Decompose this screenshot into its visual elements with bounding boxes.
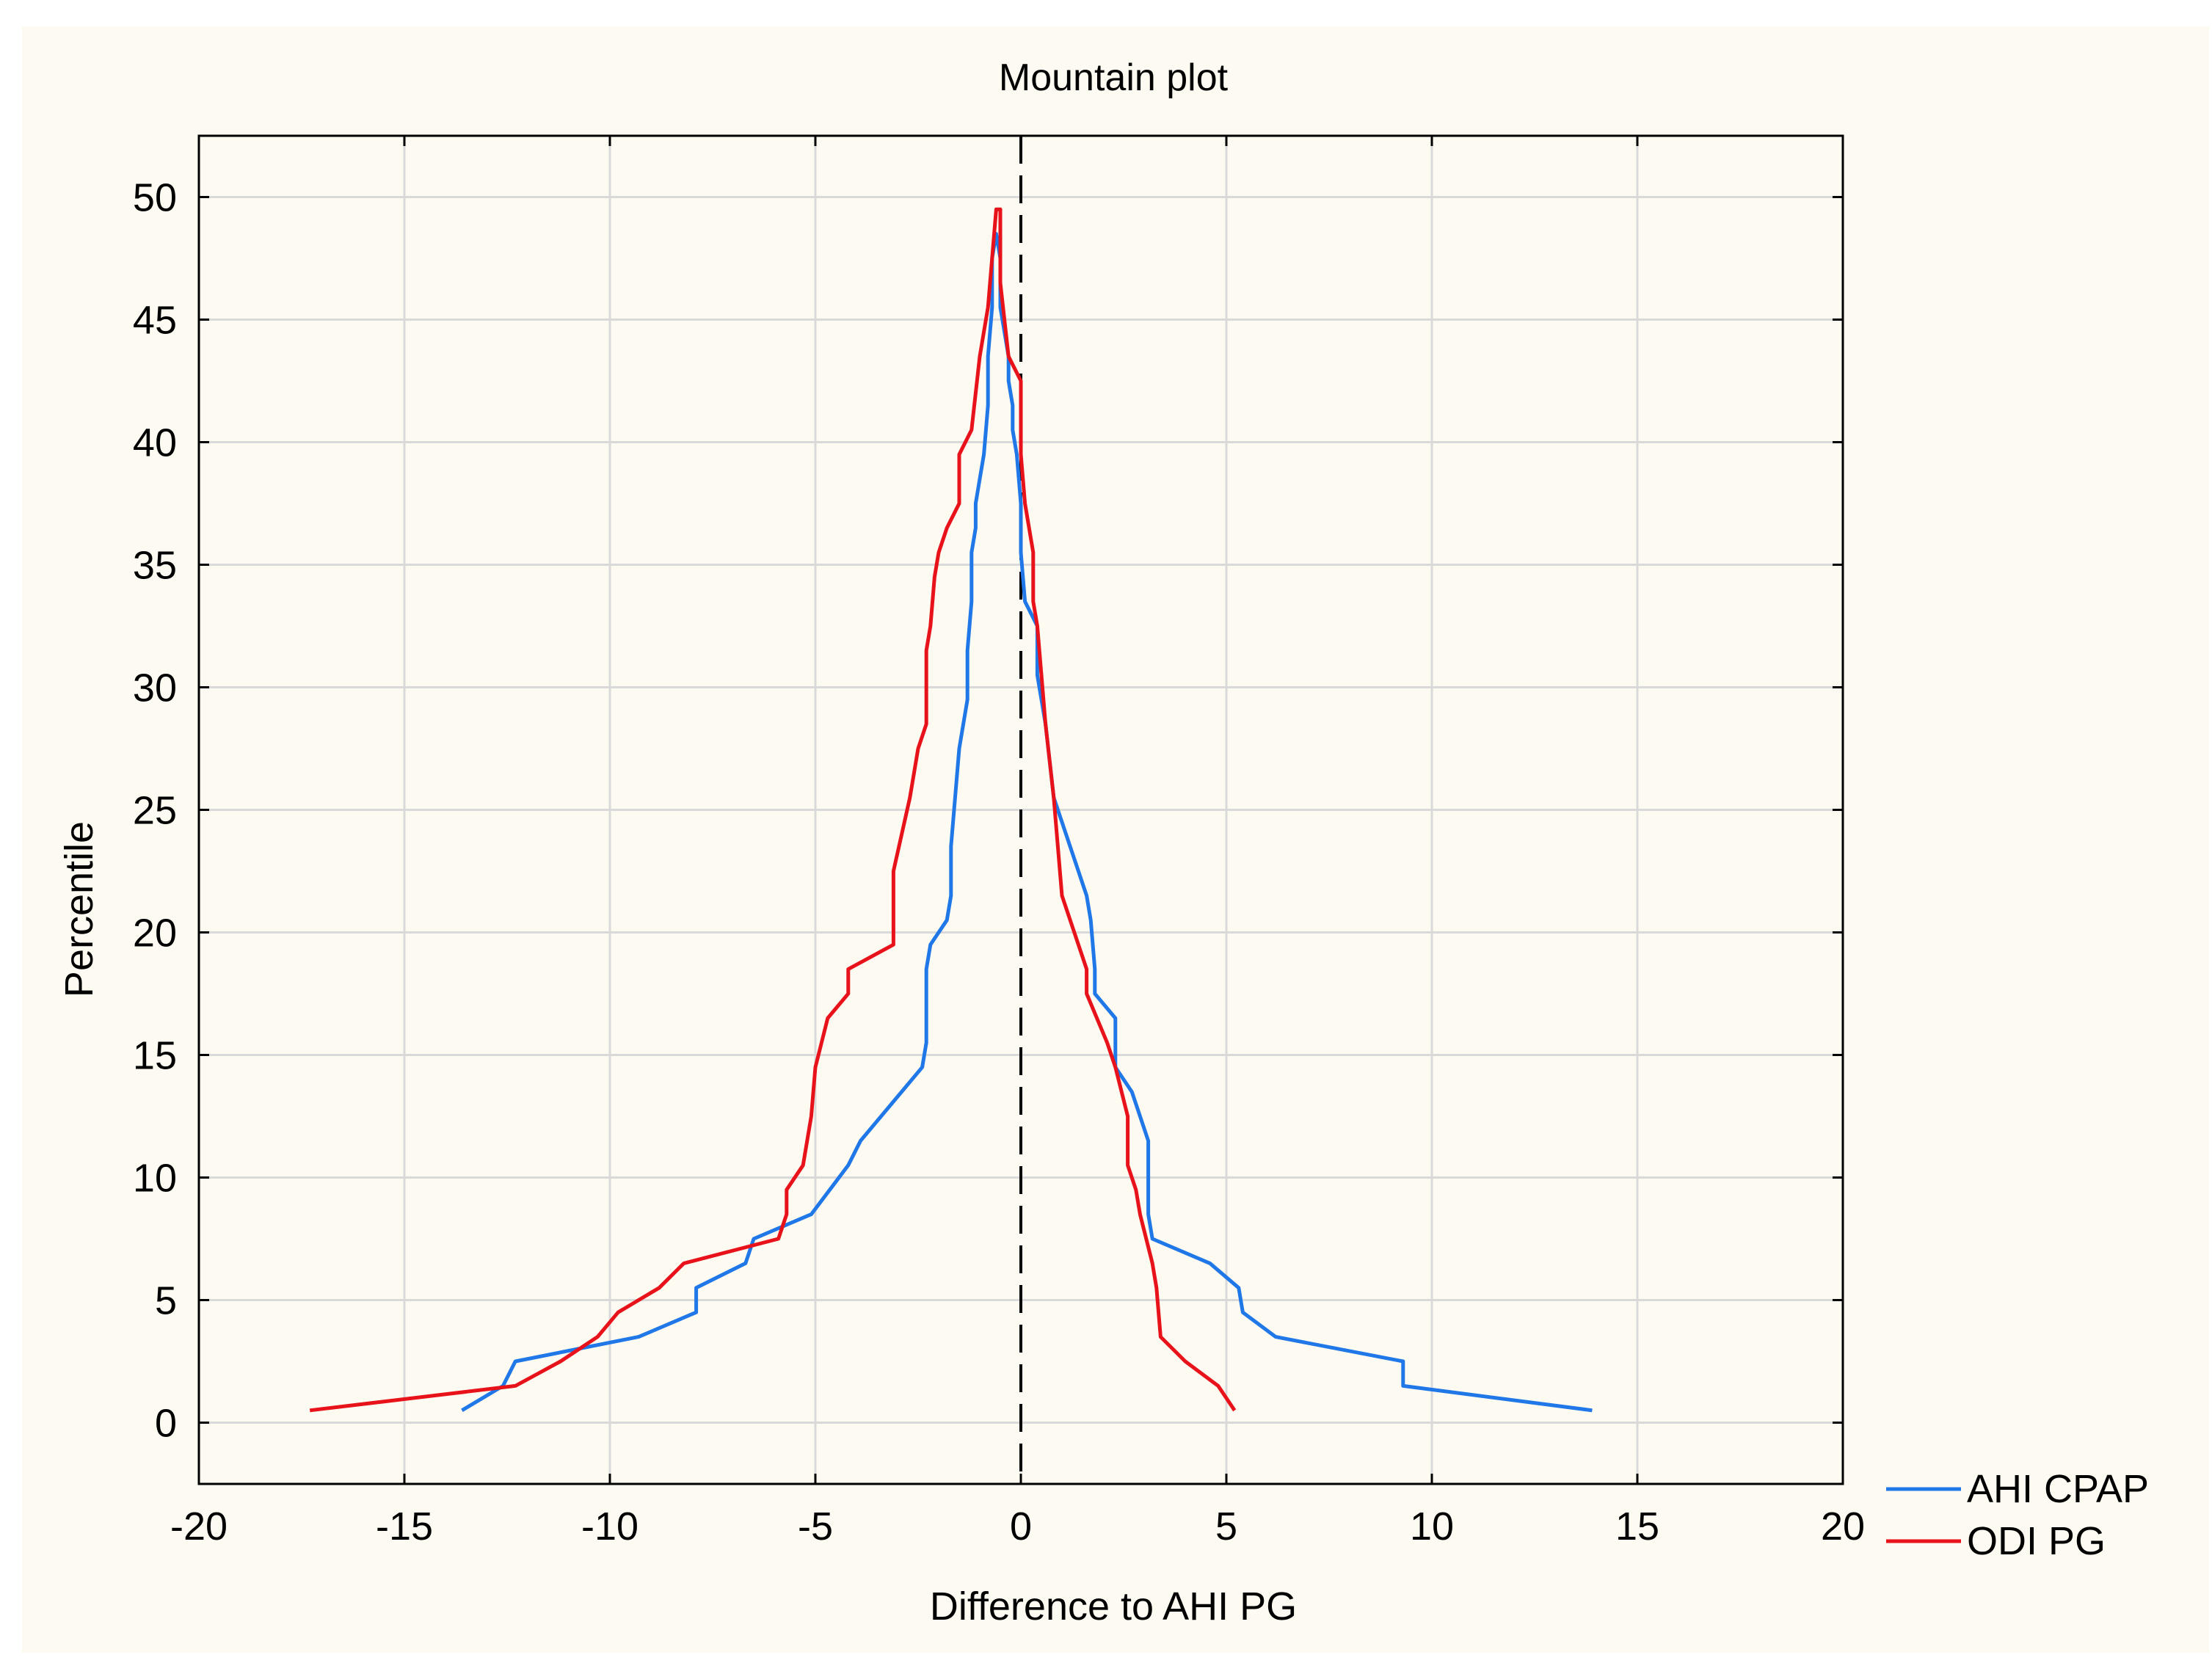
x-tick-label: 10 bbox=[1410, 1504, 1454, 1549]
x-axis-label: Difference to AHI PG bbox=[930, 1584, 1297, 1628]
x-tick-label: 0 bbox=[1010, 1504, 1032, 1549]
legend: AHI CPAP ODI PG bbox=[1886, 1467, 2149, 1563]
y-tick-label: 15 bbox=[133, 1034, 177, 1078]
x-tick-label: 5 bbox=[1215, 1504, 1237, 1549]
y-tick-label: 5 bbox=[155, 1279, 177, 1323]
x-tick-label: -10 bbox=[581, 1504, 639, 1549]
y-tick-label: 35 bbox=[133, 544, 177, 588]
legend-label-odi-pg: ODI PG bbox=[1967, 1519, 2106, 1563]
series-line-ahi-cpap bbox=[461, 232, 1593, 1413]
y-tick-label: 40 bbox=[133, 421, 177, 465]
legend-label-ahi-cpap: AHI CPAP bbox=[1967, 1467, 2149, 1511]
x-tick-label: -15 bbox=[376, 1504, 433, 1549]
x-tick-label: -5 bbox=[798, 1504, 833, 1549]
series-line-odi-pg bbox=[309, 207, 1237, 1413]
y-axis-label: Percentile bbox=[57, 821, 101, 997]
x-tick-label: 20 bbox=[1821, 1504, 1865, 1549]
y-tick-label: 10 bbox=[133, 1157, 177, 1201]
x-tick-label: 15 bbox=[1615, 1504, 1659, 1549]
chart-background bbox=[22, 26, 2209, 1653]
y-tick-label: 50 bbox=[133, 176, 177, 220]
y-tick-label: 20 bbox=[133, 911, 177, 956]
y-tick-label: 30 bbox=[133, 666, 177, 710]
axis-ticks: -20 -15 -10 -5 0 5 10 15 20 0 5 10 15 20 25 30 35 40 45 50 bbox=[133, 136, 1865, 1549]
y-tick-label: 25 bbox=[133, 789, 177, 833]
y-tick-label: 45 bbox=[133, 299, 177, 343]
y-tick-label: 0 bbox=[155, 1402, 177, 1446]
chart-title: Mountain plot bbox=[999, 57, 1229, 99]
x-tick-label: -20 bbox=[170, 1504, 228, 1549]
series-lines bbox=[309, 207, 1593, 1413]
